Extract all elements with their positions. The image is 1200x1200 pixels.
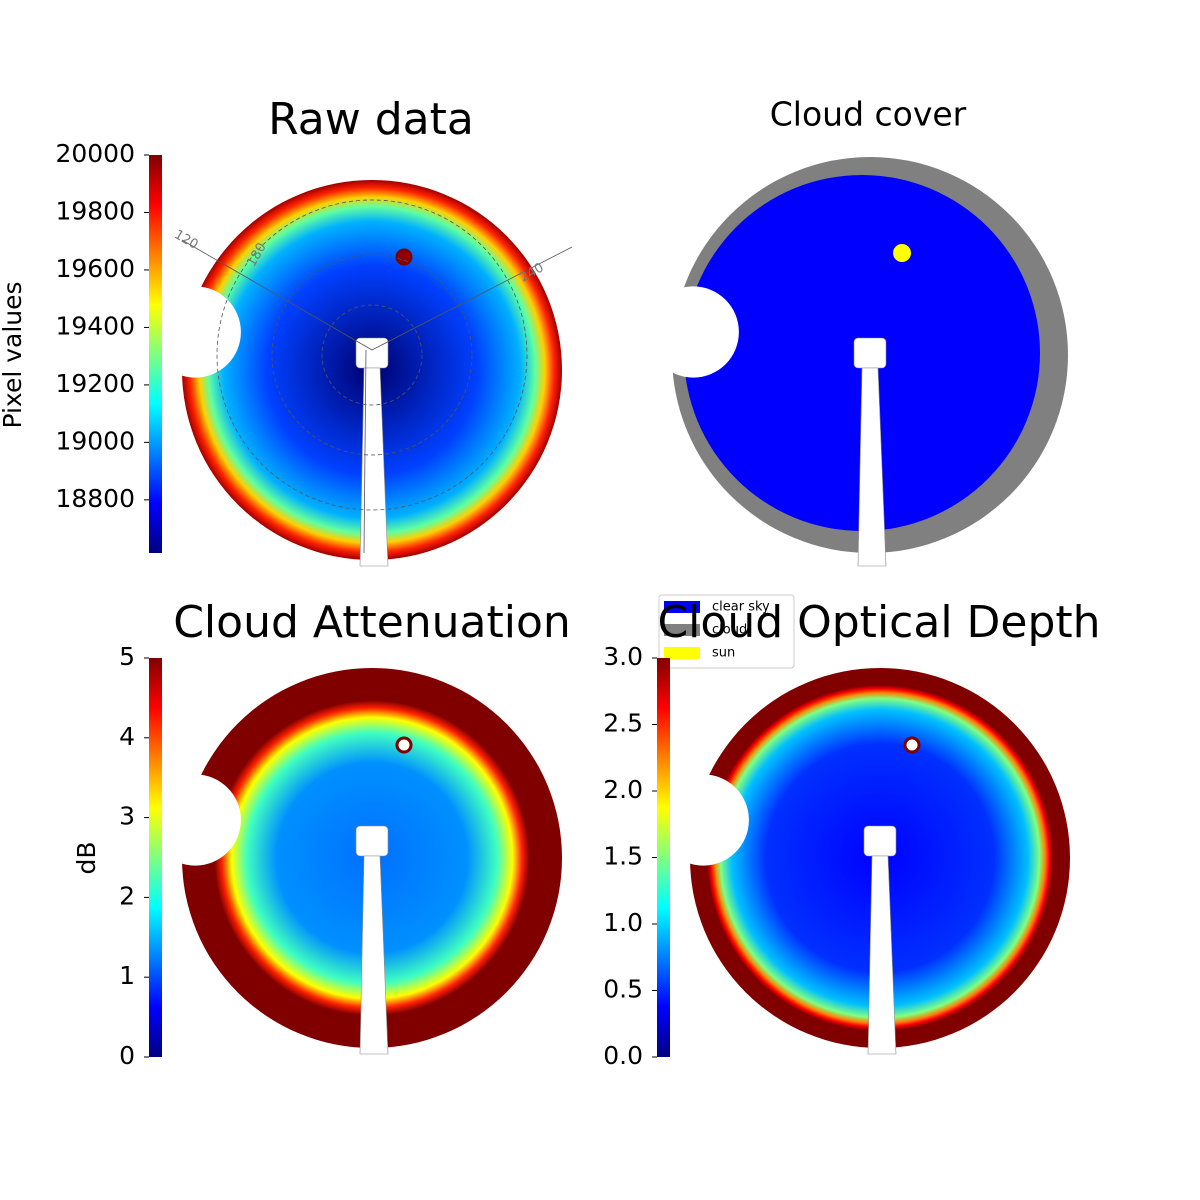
- polar-grid: [321, 304, 423, 406]
- polar-spoke: [363, 349, 367, 554]
- sun: [395, 248, 413, 266]
- colorbar-tick-label: 19000: [55, 426, 135, 455]
- polar-spoke: [371, 246, 573, 351]
- sun: [395, 736, 413, 754]
- colorbar-tick-label: 19200: [55, 369, 135, 398]
- legend-label: cloud: [712, 623, 747, 638]
- colorbar-tick-label: 20000: [55, 139, 135, 168]
- horizon-obstruction: [657, 774, 749, 866]
- legend-swatch: [664, 601, 700, 613]
- colorbar-tick-label: 2.5: [603, 709, 643, 738]
- camera-arm: [857, 367, 887, 567]
- colorbar-tick-label: 1.0: [603, 908, 643, 937]
- colorbar-tick-label: 0: [119, 1041, 135, 1070]
- colorbar-tick-label: 18800: [55, 484, 135, 513]
- colorbar-label: dB: [72, 841, 101, 874]
- camera-mount: [863, 825, 897, 857]
- panel-title: Cloud Optical Depth: [657, 597, 1100, 648]
- camera-mount: [355, 337, 389, 369]
- colorbar: [149, 155, 162, 553]
- camera-mount: [355, 825, 389, 857]
- colorbar-tick-label: 0.0: [603, 1041, 643, 1070]
- colorbar-tick-label: 2: [119, 881, 135, 910]
- sun: [903, 736, 921, 754]
- polar-spoke: [181, 239, 373, 351]
- polar-grid: [216, 199, 528, 511]
- sun-region: [893, 244, 911, 262]
- panel-title: Raw data: [268, 94, 474, 145]
- polar-label: 120: [171, 227, 200, 252]
- legend-swatch: [664, 647, 700, 659]
- camera-arm: [359, 855, 389, 1055]
- camera-arm: [359, 367, 389, 567]
- camera-mount: [853, 337, 887, 369]
- horizon-obstruction: [149, 774, 241, 866]
- polar-grid: [271, 254, 473, 456]
- colorbar-tick-label: 5: [119, 642, 135, 671]
- panel-title: Cloud cover: [770, 95, 967, 134]
- colorbar: [657, 658, 670, 1057]
- colorbar-tick-label: 19800: [55, 196, 135, 225]
- colorbar-tick-label: 3: [119, 802, 135, 831]
- colorbar: [149, 658, 162, 1057]
- colorbar-tick-label: 19600: [55, 254, 135, 283]
- colorbar-tick-label: 3.0: [603, 642, 643, 671]
- colorbar-tick-label: 4: [119, 722, 135, 751]
- camera-arm: [867, 855, 897, 1055]
- colorbar-tick-label: 2.0: [603, 775, 643, 804]
- horizon-obstruction: [149, 286, 241, 378]
- colorbar-tick-label: 1.5: [603, 842, 643, 871]
- legend-swatch: [664, 624, 700, 636]
- colorbar-tick-label: 19400: [55, 311, 135, 340]
- colorbar-tick-label: 1: [119, 961, 135, 990]
- colorbar-label: Pixel values: [0, 281, 27, 428]
- legend-label: sun: [712, 646, 735, 661]
- panel-title: Cloud Attenuation: [173, 597, 571, 648]
- legend-label: clear sky: [712, 600, 770, 615]
- colorbar-tick-label: 0.5: [603, 975, 643, 1004]
- horizon-obstruction: [647, 286, 739, 378]
